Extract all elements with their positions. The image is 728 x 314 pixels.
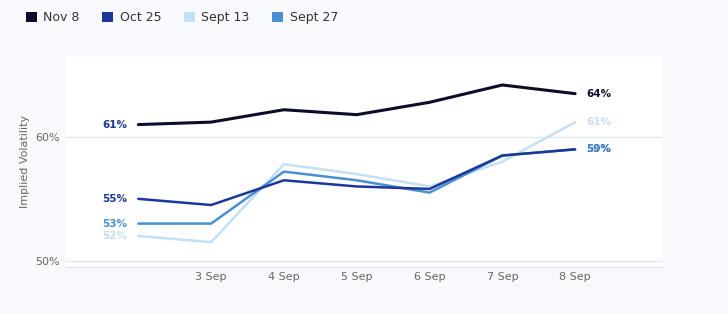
Text: 53%: 53% xyxy=(103,219,127,229)
Text: 59%: 59% xyxy=(586,144,611,154)
Y-axis label: Implied Volatility: Implied Volatility xyxy=(20,115,30,208)
Text: 64%: 64% xyxy=(586,89,612,99)
Text: 52%: 52% xyxy=(103,231,127,241)
Text: 61%: 61% xyxy=(103,120,127,130)
Text: 55%: 55% xyxy=(103,194,127,204)
Text: 59%: 59% xyxy=(586,144,611,154)
Text: 61%: 61% xyxy=(586,117,611,127)
Legend: Nov 8, Oct 25, Sept 13, Sept 27: Nov 8, Oct 25, Sept 13, Sept 27 xyxy=(21,6,343,29)
